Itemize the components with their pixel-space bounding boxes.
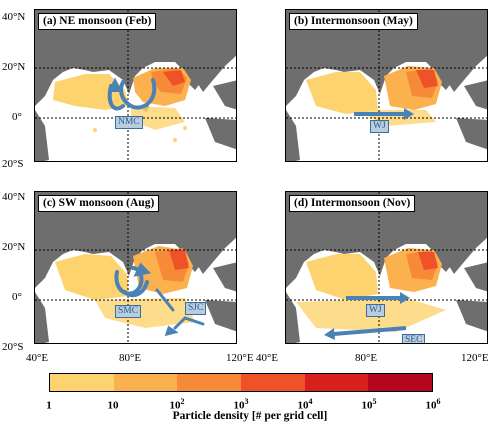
- colorbar-segment-4: [241, 374, 305, 391]
- lat-tick-20n-bottom: 20°N: [2, 241, 26, 253]
- colorbar-segment-1: [50, 374, 114, 391]
- colorbar-tick-1: 10: [107, 399, 119, 412]
- colorbar-segment-3: [177, 374, 242, 391]
- land-a: [35, 10, 236, 161]
- lon-tick-120e-right: 120°E: [461, 352, 489, 364]
- lon-tick-80e-right: 80°E: [355, 352, 378, 364]
- colorbar-tick-2: 102: [169, 397, 185, 412]
- lon-tick-120e-mid: 120°E: [226, 352, 254, 364]
- nmc-arrow: [107, 77, 157, 111]
- wj-arrow-b: [354, 108, 414, 120]
- map-a-svg: [35, 10, 236, 161]
- colorbar-tick-6: 106: [425, 397, 441, 412]
- colorbar-tick-4: 104: [297, 397, 313, 412]
- map-panel-c: (c) SW monsoon (Aug) SMC SJC: [34, 191, 237, 344]
- lat-tick-40n-bottom: 40°N: [2, 191, 26, 203]
- current-label-wj-b: WJ: [370, 120, 389, 133]
- current-label-sec: SEC: [402, 334, 426, 343]
- lat-tick-40n-top: 40°N: [2, 11, 26, 23]
- lat-tick-0-top: 0°: [12, 111, 22, 123]
- colorbar-segment-6: [368, 374, 433, 391]
- map-c-svg: [35, 192, 236, 343]
- map-d-svg: [286, 192, 487, 343]
- map-panel-b: (b) Intermonsoon (May) WJ: [285, 9, 488, 162]
- land-b: [286, 10, 487, 161]
- map-b-svg: [286, 10, 487, 161]
- panel-c-title: (c) SW monsoon (Aug): [38, 195, 160, 212]
- colorbar-tick-0: 1: [46, 399, 52, 412]
- land-d: [286, 192, 487, 343]
- lon-tick-40e-left: 40°E: [26, 352, 49, 364]
- current-label-sjc: SJC: [185, 302, 207, 315]
- lon-tick-40e-right: 40°E: [256, 352, 279, 364]
- current-label-smc: SMC: [115, 305, 142, 318]
- sec-arrow: [324, 326, 407, 340]
- lat-tick-0-bottom: 0°: [12, 291, 22, 303]
- lat-tick-20s-top: 20°S: [2, 158, 24, 170]
- map-panel-d: (d) Intermonsoon (Nov) WJ SEC: [285, 191, 488, 344]
- colorbar-tick-3: 103: [233, 397, 249, 412]
- colorbar-title: Particle density [# per grid cell]: [172, 410, 328, 422]
- particle-density-d: [296, 248, 446, 332]
- panel-a-title: (a) NE monsoon (Feb): [38, 13, 157, 30]
- colorbar-segment-5: [304, 374, 369, 391]
- gridlines-b: [286, 10, 487, 161]
- colorbar: [49, 373, 433, 392]
- colorbar-segment-2: [113, 374, 178, 391]
- current-label-wj-d: WJ: [366, 304, 385, 317]
- lat-tick-20n-top: 20°N: [2, 61, 26, 73]
- gridlines-c: [35, 192, 236, 343]
- particle-density-a: [53, 68, 191, 142]
- sjc-arrows: [155, 288, 205, 337]
- lon-tick-80e-left: 80°E: [119, 352, 142, 364]
- colorbar-tick-5: 105: [361, 397, 377, 412]
- smc-arrow: [114, 262, 152, 298]
- wj-arrow-d: [346, 292, 410, 304]
- lat-tick-20s-bottom: 20°S: [2, 341, 24, 353]
- map-panel-a: (a) NE monsoon (Feb) NMC: [34, 9, 237, 162]
- current-label-nmc: NMC: [115, 116, 143, 129]
- panel-d-title: (d) Intermonsoon (Nov): [289, 195, 416, 212]
- panel-b-title: (b) Intermonsoon (May): [289, 13, 418, 30]
